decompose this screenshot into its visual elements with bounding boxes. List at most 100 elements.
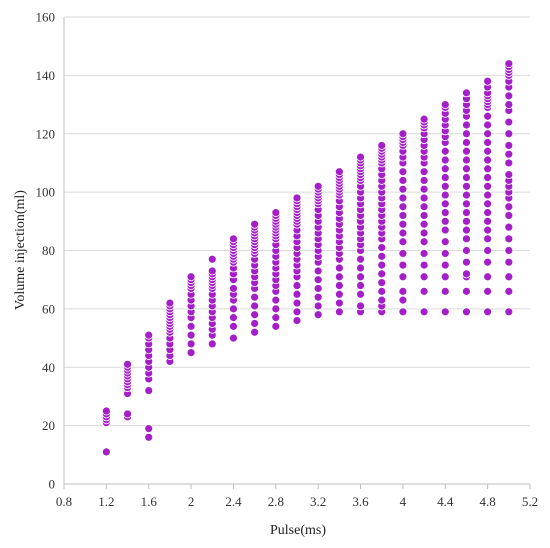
- data-point: [440, 173, 450, 182]
- x-tick-label: 4: [400, 494, 407, 509]
- data-point: [398, 307, 408, 317]
- data-point: [483, 234, 493, 244]
- data-point: [504, 149, 514, 159]
- data-point: [504, 129, 514, 139]
- data-point: [419, 228, 429, 238]
- data-point: [271, 321, 281, 331]
- data-point: [356, 289, 365, 299]
- x-tick-label: 2.8: [268, 494, 284, 509]
- data-point: [462, 190, 471, 200]
- data-point: [462, 216, 471, 226]
- data-point: [313, 292, 323, 302]
- data-point: [398, 286, 408, 296]
- data-point: [313, 181, 323, 191]
- data-point: [313, 266, 323, 276]
- data-point: [356, 281, 365, 290]
- data-point: [377, 295, 387, 305]
- data-point: [398, 129, 408, 139]
- data-point: [462, 234, 471, 244]
- data-point: [250, 327, 260, 337]
- data-point: [313, 301, 323, 311]
- x-tick-label: 2: [188, 494, 195, 509]
- data-point: [440, 190, 450, 200]
- y-tick-label: 20: [42, 418, 55, 433]
- data-point: [419, 286, 429, 296]
- x-tick-label: 3.2: [310, 494, 326, 509]
- data-point: [292, 316, 302, 325]
- data-point: [462, 146, 471, 156]
- y-tick-label: 120: [36, 126, 56, 141]
- data-point: [334, 307, 344, 317]
- data-point: [504, 141, 514, 150]
- data-point: [123, 359, 132, 369]
- data-point: [356, 263, 365, 273]
- data-point: [504, 100, 514, 109]
- data-point: [229, 333, 238, 343]
- data-point: [229, 321, 238, 331]
- data-point: [440, 225, 450, 235]
- data-point: [483, 286, 493, 296]
- data-point: [483, 138, 493, 147]
- data-point: [462, 199, 471, 209]
- data-point: [144, 432, 154, 442]
- data-point: [207, 266, 217, 276]
- y-axis-ticks: 0 20 40 60 80 100 120 140 160: [36, 10, 56, 492]
- data-point: [419, 211, 429, 220]
- data-point: [334, 289, 344, 299]
- data-point: [398, 228, 408, 238]
- x-tick-label: 2.4: [225, 494, 242, 509]
- data-point: [313, 284, 323, 293]
- data-point: [504, 257, 514, 267]
- data-point: [186, 339, 196, 349]
- data-point: [504, 234, 514, 244]
- data-point: [440, 249, 450, 258]
- data-point: [334, 298, 344, 308]
- data-point: [504, 307, 514, 317]
- data-point: [292, 289, 302, 299]
- data-point: [356, 152, 365, 162]
- data-point: [483, 173, 493, 182]
- data-point: [377, 278, 387, 288]
- data-point: [356, 254, 365, 264]
- data-point: [398, 167, 408, 177]
- data-point: [419, 219, 429, 229]
- data-point: [186, 272, 196, 282]
- data-point: [483, 272, 493, 282]
- y-tick-label: 60: [42, 301, 55, 316]
- data-point: [398, 202, 408, 212]
- data-point: [334, 272, 344, 282]
- data-point: [419, 193, 429, 203]
- data-point: [462, 269, 471, 279]
- data-point: [250, 310, 260, 320]
- x-tick-label: 1.6: [141, 494, 158, 509]
- data-point: [101, 447, 111, 457]
- data-point: [144, 330, 154, 340]
- data-point: [207, 339, 217, 349]
- data-point: [250, 219, 260, 229]
- data-point: [419, 249, 429, 258]
- data-point: [504, 222, 514, 232]
- data-point: [419, 307, 429, 317]
- data-point: [398, 193, 408, 203]
- data-point: [165, 298, 175, 308]
- data-point: [440, 146, 450, 156]
- x-tick-label: 4.8: [480, 494, 496, 509]
- data-point: [483, 76, 493, 86]
- data-point: [504, 272, 514, 282]
- data-point: [377, 243, 387, 252]
- data-point: [229, 234, 238, 244]
- data-point: [250, 301, 260, 311]
- data-point: [483, 120, 493, 130]
- data-point: [398, 260, 408, 270]
- data-point: [462, 155, 471, 165]
- data-point: [186, 321, 196, 331]
- y-tick-label: 80: [42, 243, 55, 258]
- data-point: [419, 176, 429, 185]
- x-tick-label: 1.2: [98, 494, 114, 509]
- data-point: [462, 138, 471, 147]
- data-point: [504, 246, 514, 255]
- data-point: [313, 275, 323, 285]
- data-point: [101, 406, 111, 416]
- x-axis-label: Pulse(ms): [270, 523, 326, 538]
- data-point: [398, 295, 408, 305]
